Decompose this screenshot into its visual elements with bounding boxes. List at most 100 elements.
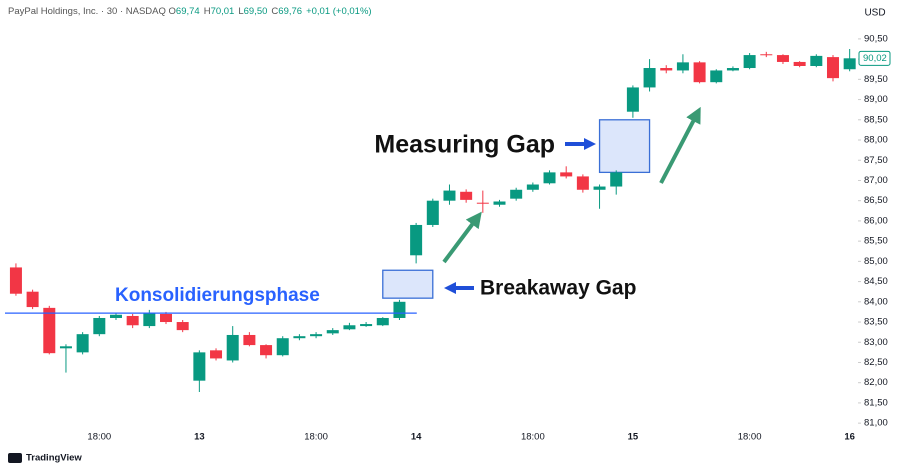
candle-body (576, 176, 589, 190)
candle-body (160, 313, 173, 323)
candle-body (660, 68, 673, 71)
currency: USD (864, 8, 885, 19)
candle-body (493, 201, 506, 205)
candle-body (826, 57, 839, 79)
candle-body (760, 54, 773, 56)
candle-body (193, 352, 206, 381)
x-tick-label: 13 (194, 432, 205, 443)
candle-body (726, 68, 739, 71)
candle-body (410, 224, 423, 256)
y-tick-label: 85,50 (864, 236, 888, 247)
trend-arrow (659, 106, 701, 184)
change: +0,01 (+0,01%) (306, 6, 372, 17)
candle-body (43, 307, 56, 354)
y-tick-label: 89,50 (864, 74, 888, 85)
candle-body (543, 172, 556, 184)
branding: TradingView (26, 453, 82, 464)
candle-body (643, 68, 656, 88)
ohlc-key: O (168, 6, 176, 17)
x-tick-label: 16 (844, 432, 855, 443)
candle-body (9, 267, 22, 294)
x-tick-label: 18:00 (87, 432, 111, 443)
candle-body (526, 184, 539, 190)
y-tick-label: 83,50 (864, 317, 888, 328)
y-tick-label: 86,00 (864, 215, 888, 226)
candle-body (326, 330, 339, 334)
y-tick-label: 87,00 (864, 175, 888, 186)
candle-body (776, 55, 789, 62)
candle-body (476, 202, 489, 204)
gap-label: Measuring Gap (374, 131, 555, 159)
candle-body (626, 87, 639, 112)
y-tick-label: 88,50 (864, 114, 888, 125)
y-tick-label: 84,00 (864, 296, 888, 307)
candle-body (176, 322, 189, 331)
gap-box (598, 119, 651, 174)
candle-body (109, 314, 122, 318)
y-tick-label: 89,00 (864, 94, 888, 105)
plot (9, 49, 856, 393)
ohlc-value: 69,74 (175, 6, 200, 17)
candle-body (793, 61, 806, 66)
candle-body (610, 172, 623, 187)
ohlc-key: L (238, 6, 244, 17)
logo (8, 453, 22, 463)
ohlc-value: 70,01 (210, 6, 235, 17)
gap-box (382, 269, 434, 299)
y-tick-label: 82,00 (864, 377, 888, 388)
y-tick-label: 81,50 (864, 397, 888, 408)
candle-body (393, 301, 406, 318)
candle-body (226, 334, 239, 361)
symbol: PayPal Holdings, Inc. · 30 · NASDAQ (8, 6, 166, 17)
y-tick-label: 90,50 (864, 33, 888, 44)
candle-body (743, 55, 756, 69)
gap-label: Breakaway Gap (480, 277, 636, 300)
trend-arrow (442, 211, 482, 264)
candle-body (360, 324, 373, 327)
last-price-tag (858, 50, 891, 66)
ohlc-value: 69,76 (278, 6, 303, 17)
candle-body (460, 191, 473, 200)
header: PayPal Holdings, Inc. · 30 · NASDAQ O69,… (8, 6, 376, 17)
candle-body (510, 189, 523, 199)
candle-body (426, 200, 439, 225)
level-label: Konsolidierungsphase (115, 285, 320, 306)
candle-body (276, 338, 289, 356)
candle-body (693, 62, 706, 83)
last-price-label: 90,02 (863, 53, 887, 64)
candle-body (126, 315, 139, 326)
candle-body (710, 70, 723, 83)
ohlc-key: H (203, 6, 211, 17)
ohlc-key: C (271, 6, 279, 17)
y-tick-label: 88,00 (864, 135, 888, 146)
ohlc-value: 69,50 (243, 6, 268, 17)
x-tick-label: 18:00 (304, 432, 328, 443)
candle-body (143, 313, 156, 327)
candle-body (243, 334, 256, 346)
candle-body (376, 317, 389, 326)
candle-body (293, 336, 306, 339)
y-tick-label: 83,00 (864, 337, 888, 348)
candle-body (343, 325, 356, 330)
candle-body (93, 317, 106, 335)
candle-body (810, 55, 823, 66)
candle-body (260, 345, 273, 356)
candle-body (676, 62, 689, 71)
y-tick-label: 87,50 (864, 155, 888, 166)
x-tick-label: 18:00 (738, 432, 762, 443)
candle-body (443, 190, 456, 201)
candle-body (210, 350, 223, 359)
y-tick-label: 84,50 (864, 276, 888, 287)
candle-body (843, 58, 856, 70)
candle-body (310, 334, 323, 337)
y-tick-label: 85,00 (864, 256, 888, 267)
x-tick-label: 18:00 (521, 432, 545, 443)
candle-body (26, 291, 39, 308)
candle-body (59, 346, 72, 349)
x-tick-label: 15 (628, 432, 639, 443)
y-tick-label: 81,00 (864, 418, 888, 429)
candle-body (593, 186, 606, 190)
x-tick-label: 14 (411, 432, 422, 443)
